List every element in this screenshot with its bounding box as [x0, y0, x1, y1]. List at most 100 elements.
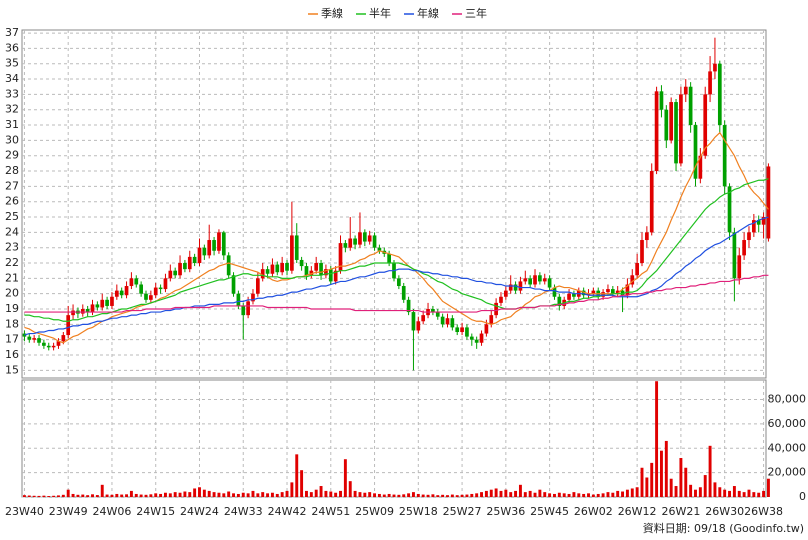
volume-bar [198, 487, 201, 497]
volume-bar [426, 494, 430, 497]
candle-body [766, 166, 771, 239]
legend-label: 季線 [321, 6, 343, 20]
candle-body [231, 275, 236, 294]
candle-body [56, 341, 61, 346]
volume-bar [484, 490, 488, 497]
volume-bar [766, 478, 770, 497]
volume-bar [100, 484, 104, 497]
y-tick-label: 37 [5, 26, 19, 39]
volume-bar [557, 492, 561, 497]
volume-bar [232, 493, 235, 497]
candle-body [669, 102, 674, 141]
volume-bar [256, 493, 260, 497]
volume-tick-label: 20,000 [768, 466, 807, 479]
volume-bar [577, 493, 581, 497]
y-tick-label: 29 [5, 149, 19, 162]
candle-body [484, 324, 489, 334]
candle-body [51, 345, 56, 348]
candle-body [217, 232, 221, 251]
candle-body [460, 327, 464, 333]
candle-body [304, 266, 309, 276]
volume-bar [314, 489, 318, 497]
volume-bar [305, 490, 308, 497]
volume-bar [295, 454, 299, 497]
y-tick-label: 18 [5, 317, 19, 330]
candle-body [401, 286, 406, 300]
candle-body [134, 278, 139, 285]
volume-bar [358, 492, 362, 497]
candle-body [450, 318, 455, 328]
candle-body [46, 345, 51, 348]
volume-bar [22, 495, 26, 497]
candle-body [664, 109, 669, 141]
volume-bar [723, 489, 727, 497]
volume-bar [601, 493, 605, 497]
y-tick-label: 35 [5, 57, 19, 70]
candle-body [615, 290, 620, 294]
candle-body [129, 278, 134, 287]
candle-body [299, 259, 304, 267]
volume-bar [694, 489, 697, 497]
volume-bar [32, 495, 36, 497]
candle-body [324, 269, 328, 276]
candle-body [265, 269, 270, 274]
volume-bar [236, 493, 240, 497]
candle-body [494, 302, 498, 316]
volume-bar [168, 493, 172, 497]
x-tick-label: 24W51 [311, 505, 350, 518]
y-tick-label: 16 [5, 348, 19, 361]
volume-bar [757, 492, 761, 497]
volume-bar [713, 482, 717, 497]
volume-bar [455, 495, 459, 497]
volume-bar [679, 458, 683, 497]
candle-body [294, 235, 299, 260]
x-tick-label: 26W21 [661, 505, 700, 518]
candle-body [275, 264, 280, 273]
volume-bar [509, 492, 513, 497]
volume-bar [149, 494, 153, 497]
candle-body [625, 284, 630, 296]
volume-bar [460, 494, 464, 497]
volume-bar [407, 493, 411, 497]
volume-bar [61, 494, 65, 497]
x-tick-label: 24W42 [268, 505, 307, 518]
volume-bar [334, 492, 338, 497]
volume-bar [42, 495, 46, 497]
candle-body [187, 256, 192, 270]
candle-body [246, 301, 250, 316]
volume-bar [285, 490, 289, 497]
candle-body [221, 232, 226, 256]
volume-bar [27, 495, 31, 497]
candle-body [80, 309, 85, 314]
candle-body [469, 336, 474, 340]
volume-bar [309, 492, 313, 497]
y-tick-label: 32 [5, 103, 19, 116]
candle-body [508, 284, 513, 291]
volume-tick-label: 60,000 [768, 417, 807, 430]
candle-body [411, 312, 416, 331]
volume-bar [81, 494, 85, 497]
volume-bar [514, 490, 518, 497]
candle-body [119, 290, 124, 296]
volume-bar [465, 494, 469, 497]
candle-body [674, 102, 678, 164]
volume-bar [275, 493, 279, 497]
volume-bar [343, 459, 347, 497]
volume-bar [669, 478, 673, 497]
candle-body [635, 263, 639, 276]
candle-body [503, 290, 508, 297]
y-tick-label: 31 [5, 118, 19, 131]
y-tick-label: 15 [5, 363, 19, 376]
volume-bar [105, 494, 109, 497]
candle-body [328, 269, 333, 282]
candle-body [518, 281, 523, 291]
candle-body [163, 278, 168, 290]
volume-bar [47, 496, 51, 497]
candle-body [513, 284, 518, 291]
volume-bar [52, 495, 56, 497]
y-tick-label: 21 [5, 271, 19, 284]
y-tick-label: 26 [5, 195, 19, 208]
volume-bar [95, 495, 99, 497]
candle-body [241, 305, 246, 316]
candle-body [727, 186, 732, 233]
